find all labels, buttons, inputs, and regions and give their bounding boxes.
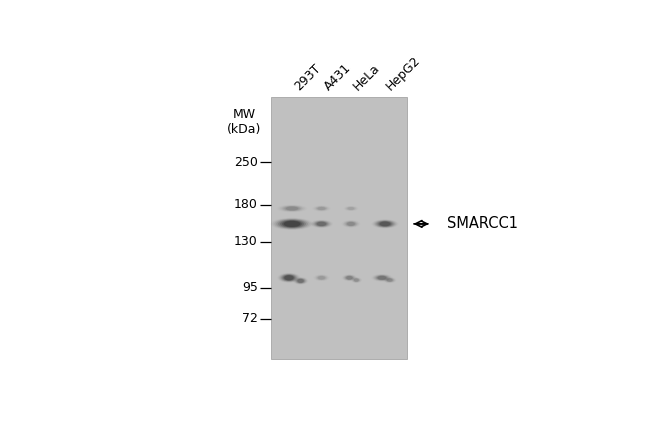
- Ellipse shape: [386, 279, 393, 282]
- Ellipse shape: [377, 221, 393, 227]
- Ellipse shape: [296, 279, 305, 283]
- Ellipse shape: [295, 278, 306, 284]
- Ellipse shape: [276, 219, 308, 229]
- Ellipse shape: [374, 275, 390, 281]
- Ellipse shape: [280, 220, 304, 228]
- Ellipse shape: [313, 221, 330, 227]
- Ellipse shape: [286, 206, 298, 211]
- Ellipse shape: [346, 222, 356, 226]
- Text: MW: MW: [233, 108, 255, 122]
- Ellipse shape: [280, 273, 298, 282]
- Text: HepG2: HepG2: [384, 54, 423, 93]
- Ellipse shape: [294, 278, 307, 284]
- Ellipse shape: [378, 221, 392, 227]
- Ellipse shape: [346, 276, 352, 279]
- Text: (kDa): (kDa): [227, 123, 261, 136]
- Ellipse shape: [312, 220, 331, 227]
- Text: HeLa: HeLa: [351, 61, 383, 93]
- Ellipse shape: [283, 221, 300, 227]
- Ellipse shape: [385, 278, 395, 282]
- Ellipse shape: [385, 278, 394, 282]
- Text: 250: 250: [234, 156, 258, 169]
- Ellipse shape: [317, 207, 326, 210]
- Ellipse shape: [274, 219, 309, 229]
- Ellipse shape: [375, 275, 389, 281]
- Text: A431: A431: [322, 61, 354, 93]
- Ellipse shape: [344, 275, 354, 280]
- Ellipse shape: [344, 221, 358, 227]
- Ellipse shape: [347, 222, 355, 226]
- Ellipse shape: [353, 278, 359, 282]
- Ellipse shape: [278, 273, 300, 282]
- Ellipse shape: [314, 221, 329, 227]
- Ellipse shape: [296, 278, 306, 284]
- Ellipse shape: [354, 279, 359, 281]
- Ellipse shape: [317, 222, 326, 226]
- Ellipse shape: [375, 220, 395, 227]
- Ellipse shape: [345, 222, 356, 226]
- Ellipse shape: [281, 220, 302, 227]
- Text: 130: 130: [234, 235, 258, 248]
- Ellipse shape: [281, 274, 296, 281]
- Ellipse shape: [283, 206, 301, 211]
- Ellipse shape: [298, 279, 304, 283]
- Ellipse shape: [283, 275, 294, 281]
- Ellipse shape: [318, 207, 326, 210]
- Ellipse shape: [373, 274, 391, 281]
- Ellipse shape: [345, 276, 354, 280]
- Ellipse shape: [282, 275, 296, 281]
- Text: 180: 180: [234, 198, 258, 211]
- Ellipse shape: [284, 275, 294, 280]
- Text: 72: 72: [242, 312, 258, 325]
- Ellipse shape: [272, 218, 311, 230]
- Ellipse shape: [318, 276, 325, 279]
- Ellipse shape: [377, 276, 387, 280]
- Ellipse shape: [278, 219, 306, 228]
- Ellipse shape: [285, 206, 300, 211]
- Ellipse shape: [374, 220, 396, 228]
- Ellipse shape: [376, 275, 388, 280]
- Ellipse shape: [354, 279, 359, 282]
- Ellipse shape: [344, 275, 355, 281]
- Ellipse shape: [316, 222, 327, 226]
- Ellipse shape: [315, 221, 328, 227]
- Text: 95: 95: [242, 281, 258, 294]
- Text: 293T: 293T: [292, 62, 324, 93]
- Ellipse shape: [387, 279, 393, 281]
- Ellipse shape: [346, 276, 353, 280]
- Ellipse shape: [317, 276, 326, 280]
- Text: SMARCC1: SMARCC1: [447, 216, 518, 231]
- Ellipse shape: [282, 206, 302, 211]
- Ellipse shape: [372, 219, 397, 228]
- Ellipse shape: [378, 276, 386, 280]
- Ellipse shape: [380, 222, 391, 226]
- Bar: [271, 97, 407, 359]
- Ellipse shape: [376, 221, 394, 227]
- Ellipse shape: [297, 279, 304, 283]
- Ellipse shape: [280, 274, 298, 282]
